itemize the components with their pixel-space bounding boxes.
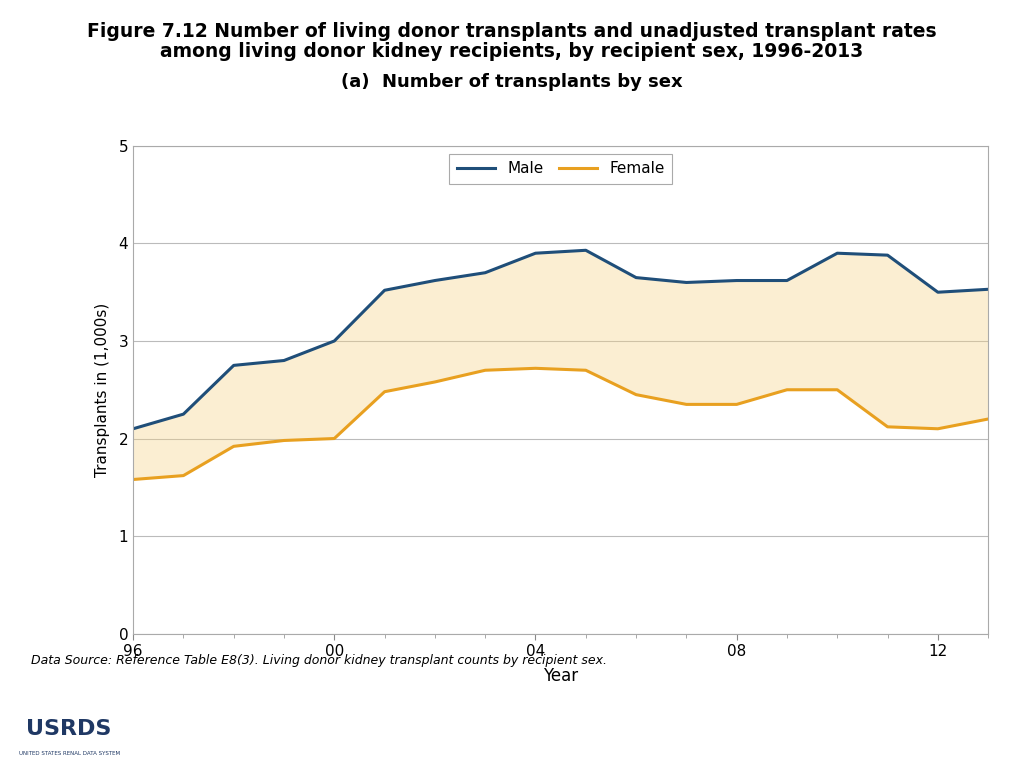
Female (831, 386, 844, 395)
Male (932, 288, 944, 297)
Female (177, 471, 189, 480)
X-axis label: Year: Year (543, 667, 579, 685)
Text: (a)  Number of transplants by sex: (a) Number of transplants by sex (341, 73, 683, 91)
Female (227, 442, 240, 451)
Female (479, 366, 492, 375)
Female (379, 387, 391, 396)
Legend: Male, Female: Male, Female (450, 154, 672, 184)
Male (781, 276, 794, 285)
Text: 19: 19 (972, 726, 998, 745)
Male (379, 286, 391, 295)
Y-axis label: Transplants in (1,000s): Transplants in (1,000s) (95, 303, 111, 477)
Male (580, 246, 592, 255)
Female (429, 377, 441, 386)
Text: among living donor kidney recipients, by recipient sex, 1996-2013: among living donor kidney recipients, by… (161, 42, 863, 61)
Female (529, 364, 542, 373)
Text: USRDS: USRDS (27, 719, 112, 739)
Male (429, 276, 441, 285)
Male (328, 336, 340, 346)
Female (328, 434, 340, 443)
Male (680, 278, 692, 287)
Male (127, 424, 139, 433)
Male (227, 361, 240, 370)
Male (982, 285, 994, 294)
Female (580, 366, 592, 375)
Female (127, 475, 139, 484)
Line: Female: Female (133, 369, 988, 479)
Male (831, 249, 844, 258)
Female (630, 390, 642, 399)
Male (177, 409, 189, 419)
Text: Vol 2, ESRD, Ch 7: Vol 2, ESRD, Ch 7 (417, 726, 607, 745)
Male (630, 273, 642, 282)
Text: UNITED STATES RENAL DATA SYSTEM: UNITED STATES RENAL DATA SYSTEM (18, 751, 120, 756)
Male (730, 276, 742, 285)
Female (680, 400, 692, 409)
Male (529, 249, 542, 258)
Male (278, 356, 290, 365)
Female (932, 424, 944, 433)
Female (278, 436, 290, 445)
Female (781, 386, 794, 395)
Text: Figure 7.12 Number of living donor transplants and unadjusted transplant rates: Figure 7.12 Number of living donor trans… (87, 22, 937, 41)
Text: Data Source: Reference Table E8(3). Living donor kidney transplant counts by rec: Data Source: Reference Table E8(3). Livi… (31, 654, 606, 667)
Female (982, 415, 994, 424)
Male (882, 250, 894, 260)
Male (479, 268, 492, 277)
Female (882, 422, 894, 432)
Line: Male: Male (133, 250, 988, 429)
Female (730, 400, 742, 409)
